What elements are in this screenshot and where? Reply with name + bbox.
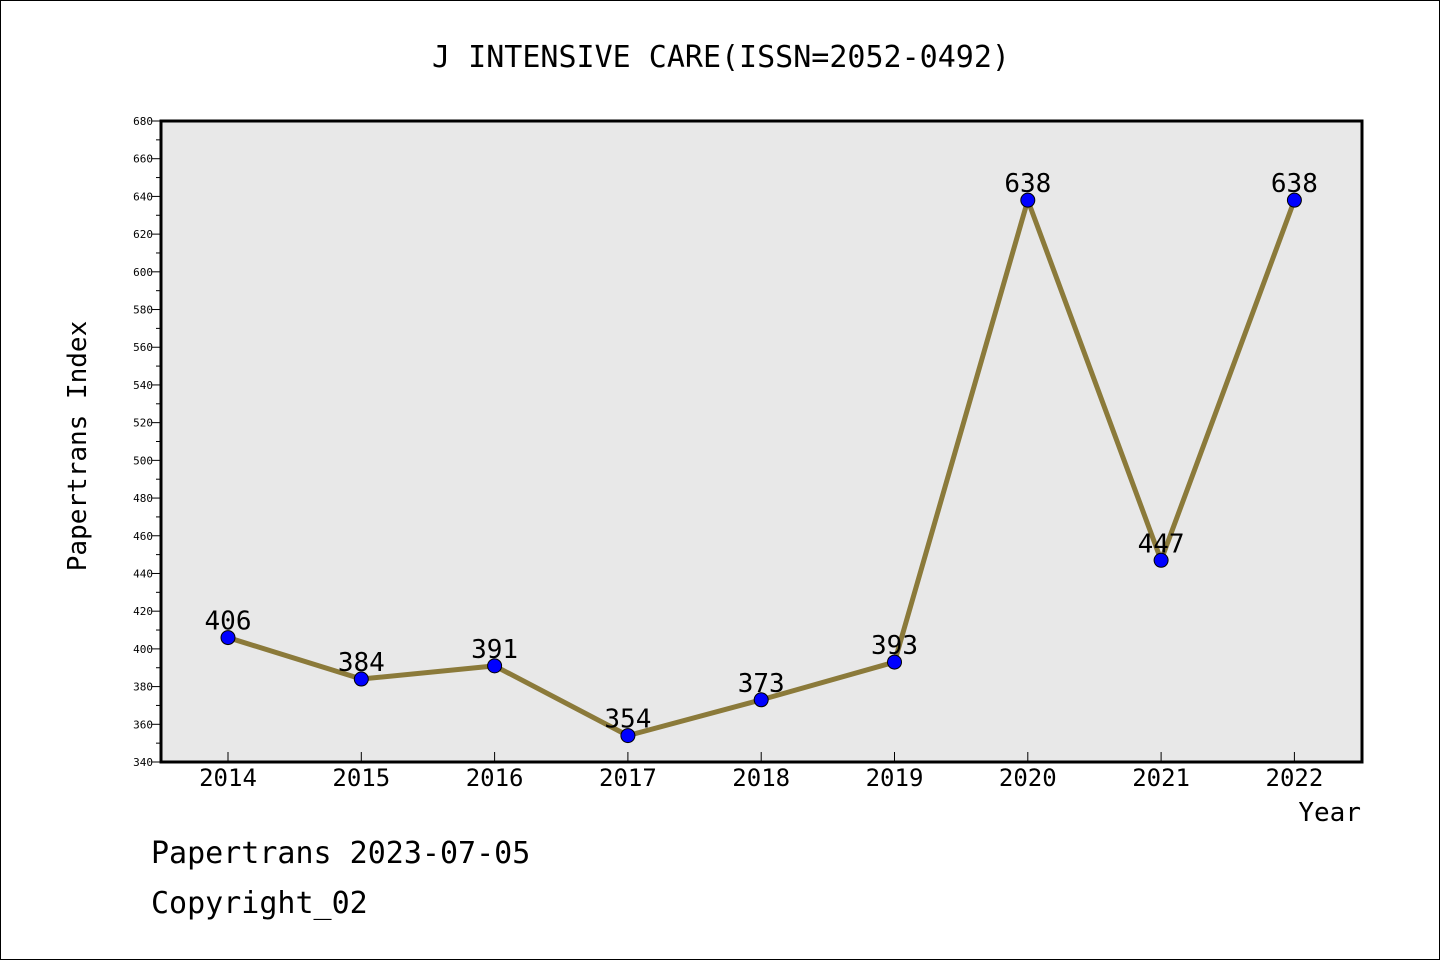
data-point	[620, 728, 636, 744]
x-axis-label: Year	[1298, 798, 1361, 828]
footer-copyright: Copyright_02	[151, 886, 368, 921]
data-label: 638	[1004, 169, 1051, 199]
data-point	[1286, 192, 1302, 208]
y-tick-label: 380	[133, 681, 153, 694]
series-line	[220, 192, 1302, 744]
x-tick-label: 2021	[1132, 764, 1190, 792]
x-tick-label: 2016	[466, 764, 524, 792]
y-tick-label: 420	[133, 605, 153, 618]
y-tick-label: 640	[133, 190, 153, 203]
y-tick-label: 600	[133, 266, 153, 279]
chart-title: J INTENSIVE CARE(ISSN=2052-0492)	[432, 40, 1010, 75]
y-tick-label: 360	[133, 718, 153, 731]
data-point	[353, 671, 369, 687]
y-axis: 340 360 380 400 420 440 460 480 500 520 540 560 580 6…	[133, 115, 161, 769]
x-tick-label: 2018	[732, 764, 790, 792]
x-tick-label: 2014	[199, 764, 257, 792]
footer-date: Papertrans 2023-07-05	[151, 836, 531, 871]
y-tick-label: 660	[133, 153, 153, 166]
y-tick-label: 340	[133, 756, 153, 769]
data-label: 391	[471, 635, 518, 665]
data-label: 373	[738, 669, 785, 699]
x-tick-label: 2020	[999, 764, 1057, 792]
y-tick-label: 460	[133, 530, 153, 543]
x-tick-label: 2017	[599, 764, 657, 792]
plot-area	[159, 119, 1364, 764]
data-label: 354	[604, 705, 651, 735]
x-axis: 2014 2015 2016 2017 2018 2019 2020 2021 2022	[199, 752, 1323, 792]
y-tick-label: 560	[133, 341, 153, 354]
data-point	[1153, 552, 1169, 568]
data-label: 393	[871, 631, 918, 661]
y-tick-label: 520	[133, 417, 153, 430]
x-tick-label: 2022	[1266, 764, 1324, 792]
data-point	[1020, 192, 1036, 208]
data-label: 406	[205, 607, 252, 637]
data-point	[887, 654, 902, 670]
y-tick-label: 400	[133, 643, 153, 656]
data-label: 638	[1271, 169, 1318, 199]
y-tick-label: 680	[133, 115, 153, 128]
y-tick-label: 540	[133, 379, 153, 392]
y-tick-label: 500	[133, 454, 153, 467]
data-point	[753, 692, 769, 708]
data-point	[487, 658, 503, 674]
y-tick-label: 620	[133, 228, 153, 241]
data-labels: 406 384 391 354 373 393 638 447 638	[205, 169, 1318, 734]
y-tick-label: 580	[133, 304, 153, 317]
x-tick-label: 2015	[332, 764, 390, 792]
y-tick-label: 480	[133, 492, 153, 505]
data-label: 447	[1138, 529, 1185, 559]
data-point	[220, 630, 236, 646]
data-label: 384	[338, 648, 385, 678]
x-tick-label: 2019	[866, 764, 924, 792]
y-axis-label: Papertrans Index	[63, 321, 93, 571]
y-tick-label: 440	[133, 567, 153, 580]
